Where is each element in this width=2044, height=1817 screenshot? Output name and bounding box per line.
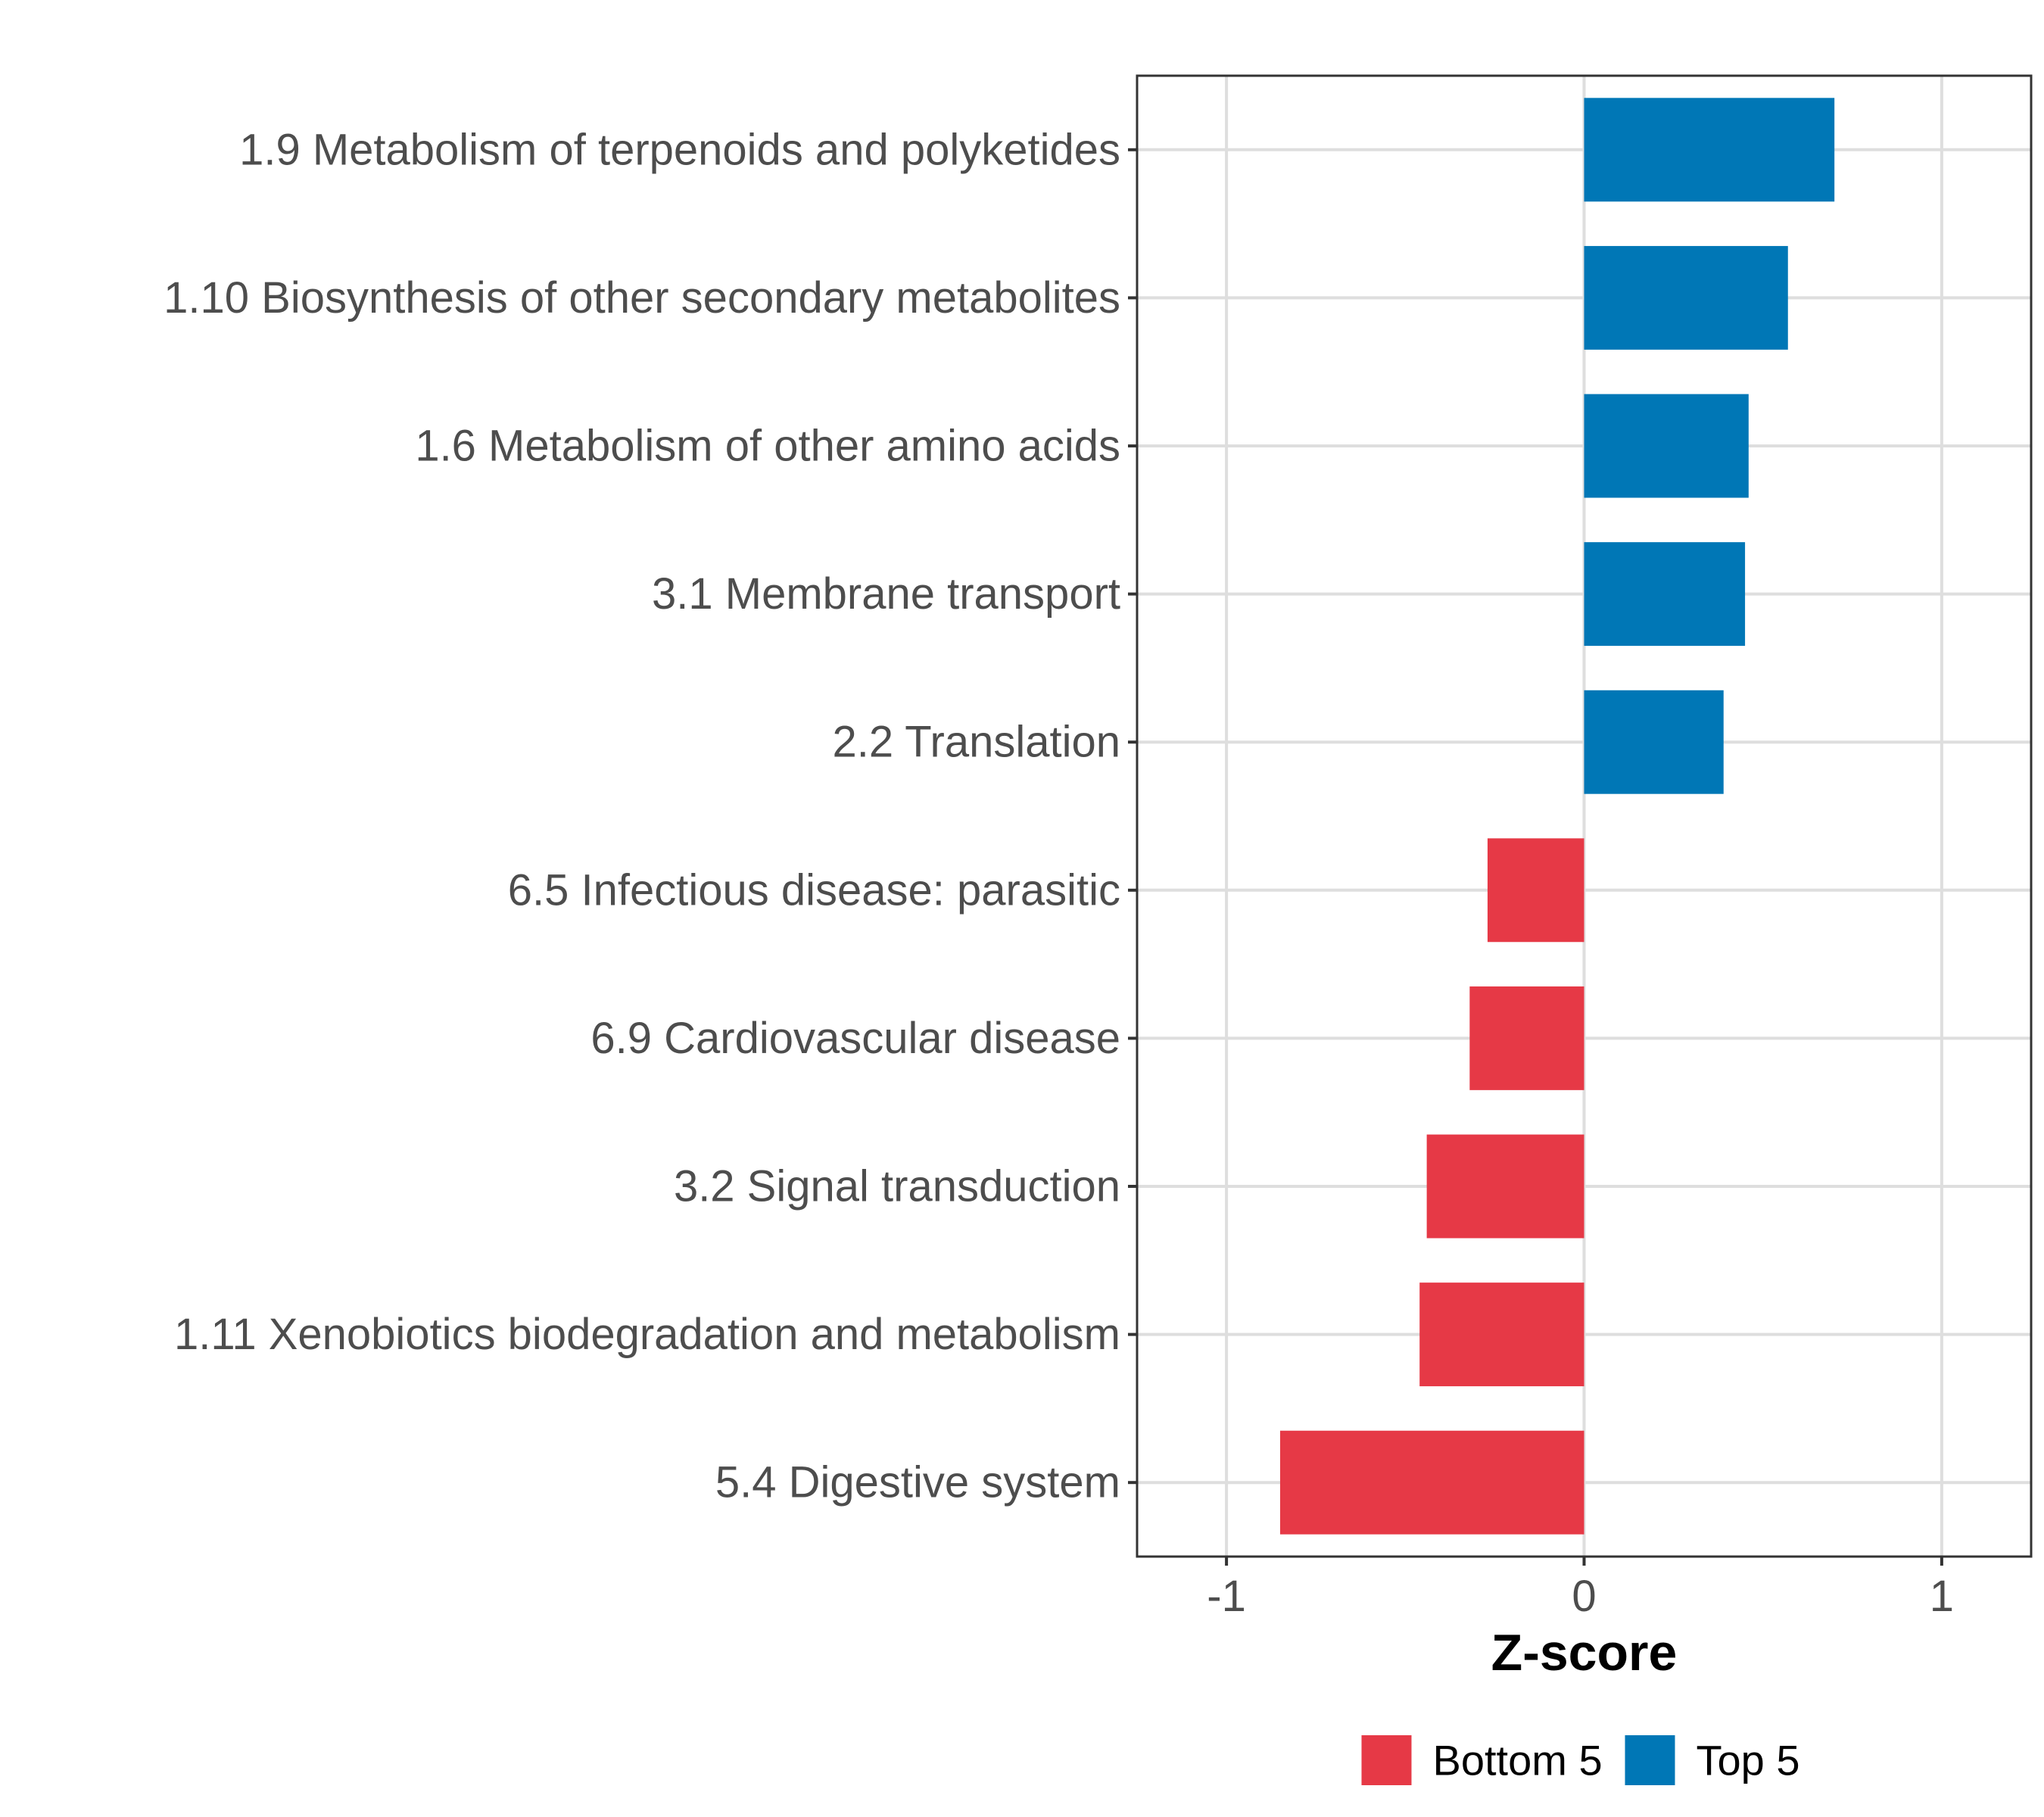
x-tick-label: 1: [1930, 1572, 1954, 1621]
y-tick-label: 2.2 Translation: [833, 718, 1120, 767]
y-tick-label: 1.6 Metabolism of other amino acids: [415, 422, 1120, 471]
legend-label-bottom-5: Bottom 5: [1433, 1737, 1603, 1784]
legend: Bottom 5 Top 5: [1361, 1735, 1800, 1785]
bar-1-10-biosynthesis-of-other-secondary-metabolites: [1584, 245, 1788, 350]
y-tick-label: 6.5 Infectious disease: parasitic: [508, 865, 1120, 915]
bar-layer: [1279, 98, 1835, 1535]
x-axis-title: Z-score: [1491, 1624, 1678, 1681]
bar-6-5-infectious-disease-parasitic: [1487, 838, 1584, 943]
bar-6-9-cardiovascular-disease: [1469, 986, 1584, 1090]
bar-5-4-digestive-system: [1279, 1430, 1584, 1535]
y-tick-label: 1.11 Xenobiotics biodegradation and meta…: [174, 1310, 1120, 1359]
y-tick-label: 5.4 Digestive system: [715, 1458, 1120, 1507]
bar-1-9-metabolism-of-terpenoids-and-polyketides: [1584, 98, 1835, 202]
legend-key-bottom-5: [1361, 1735, 1412, 1785]
bar-1-6-metabolism-of-other-amino-acids: [1584, 394, 1749, 498]
bar-3-2-signal-transduction: [1426, 1134, 1584, 1239]
bar-1-11-xenobiotics-biodegradation-and-metabolism: [1419, 1282, 1584, 1387]
x-axis: -1 0 1: [1207, 1557, 1954, 1621]
x-tick-label: 0: [1572, 1572, 1596, 1621]
bar-3-1-membrane-transport: [1584, 542, 1746, 647]
y-tick-label: 3.1 Membrane transport: [652, 569, 1120, 619]
bar-2-2-translation: [1584, 690, 1724, 794]
legend-key-top-5: [1625, 1735, 1675, 1785]
y-axis: 1.9 Metabolism of terpenoids and polyket…: [164, 125, 1137, 1507]
x-tick-label: -1: [1207, 1572, 1246, 1621]
y-tick-label: 1.9 Metabolism of terpenoids and polyket…: [239, 125, 1120, 174]
y-tick-label: 6.9 Cardiovascular disease: [590, 1014, 1120, 1063]
y-tick-label: 3.2 Signal transduction: [674, 1162, 1120, 1211]
y-tick-label: 1.10 Biosynthesis of other secondary met…: [164, 273, 1120, 323]
legend-label-top-5: Top 5: [1697, 1737, 1800, 1784]
